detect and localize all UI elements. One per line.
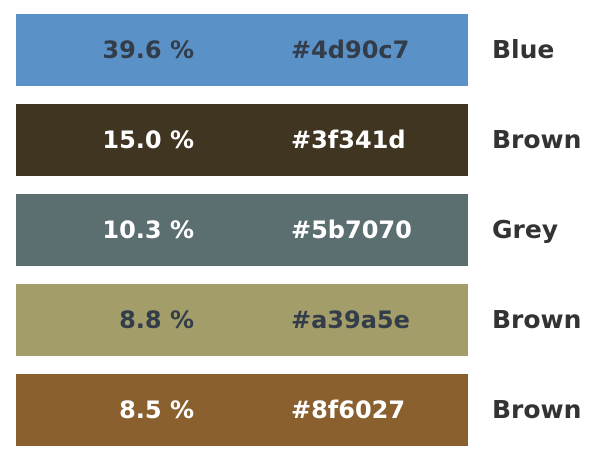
color-name: Blue <box>492 35 555 64</box>
color-swatch: 39.6 % #4d90c7 <box>16 14 468 86</box>
color-hex-code: #3f341d <box>291 126 406 154</box>
color-percentage: 8.8 % <box>119 306 194 334</box>
color-percentage: 15.0 % <box>102 126 194 154</box>
color-percentage: 39.6 % <box>102 36 194 64</box>
color-hex-code: #a39a5e <box>291 306 410 334</box>
color-row: 10.3 % #5b7070 Grey <box>0 194 600 266</box>
color-percentage: 8.5 % <box>119 396 194 424</box>
color-name: Brown <box>492 395 582 424</box>
color-percentage: 10.3 % <box>102 216 194 244</box>
color-name: Grey <box>492 215 559 244</box>
color-name: Brown <box>492 305 582 334</box>
color-hex-code: #4d90c7 <box>291 36 410 64</box>
color-row: 8.5 % #8f6027 Brown <box>0 374 600 446</box>
color-row: 15.0 % #3f341d Brown <box>0 104 600 176</box>
color-name: Brown <box>492 125 582 154</box>
color-hex-code: #8f6027 <box>291 396 406 424</box>
color-swatch: 15.0 % #3f341d <box>16 104 468 176</box>
color-swatch: 8.8 % #a39a5e <box>16 284 468 356</box>
color-hex-code: #5b7070 <box>291 216 412 244</box>
color-row: 8.8 % #a39a5e Brown <box>0 284 600 356</box>
color-row: 39.6 % #4d90c7 Blue <box>0 14 600 86</box>
color-swatch: 8.5 % #8f6027 <box>16 374 468 446</box>
color-swatch: 10.3 % #5b7070 <box>16 194 468 266</box>
